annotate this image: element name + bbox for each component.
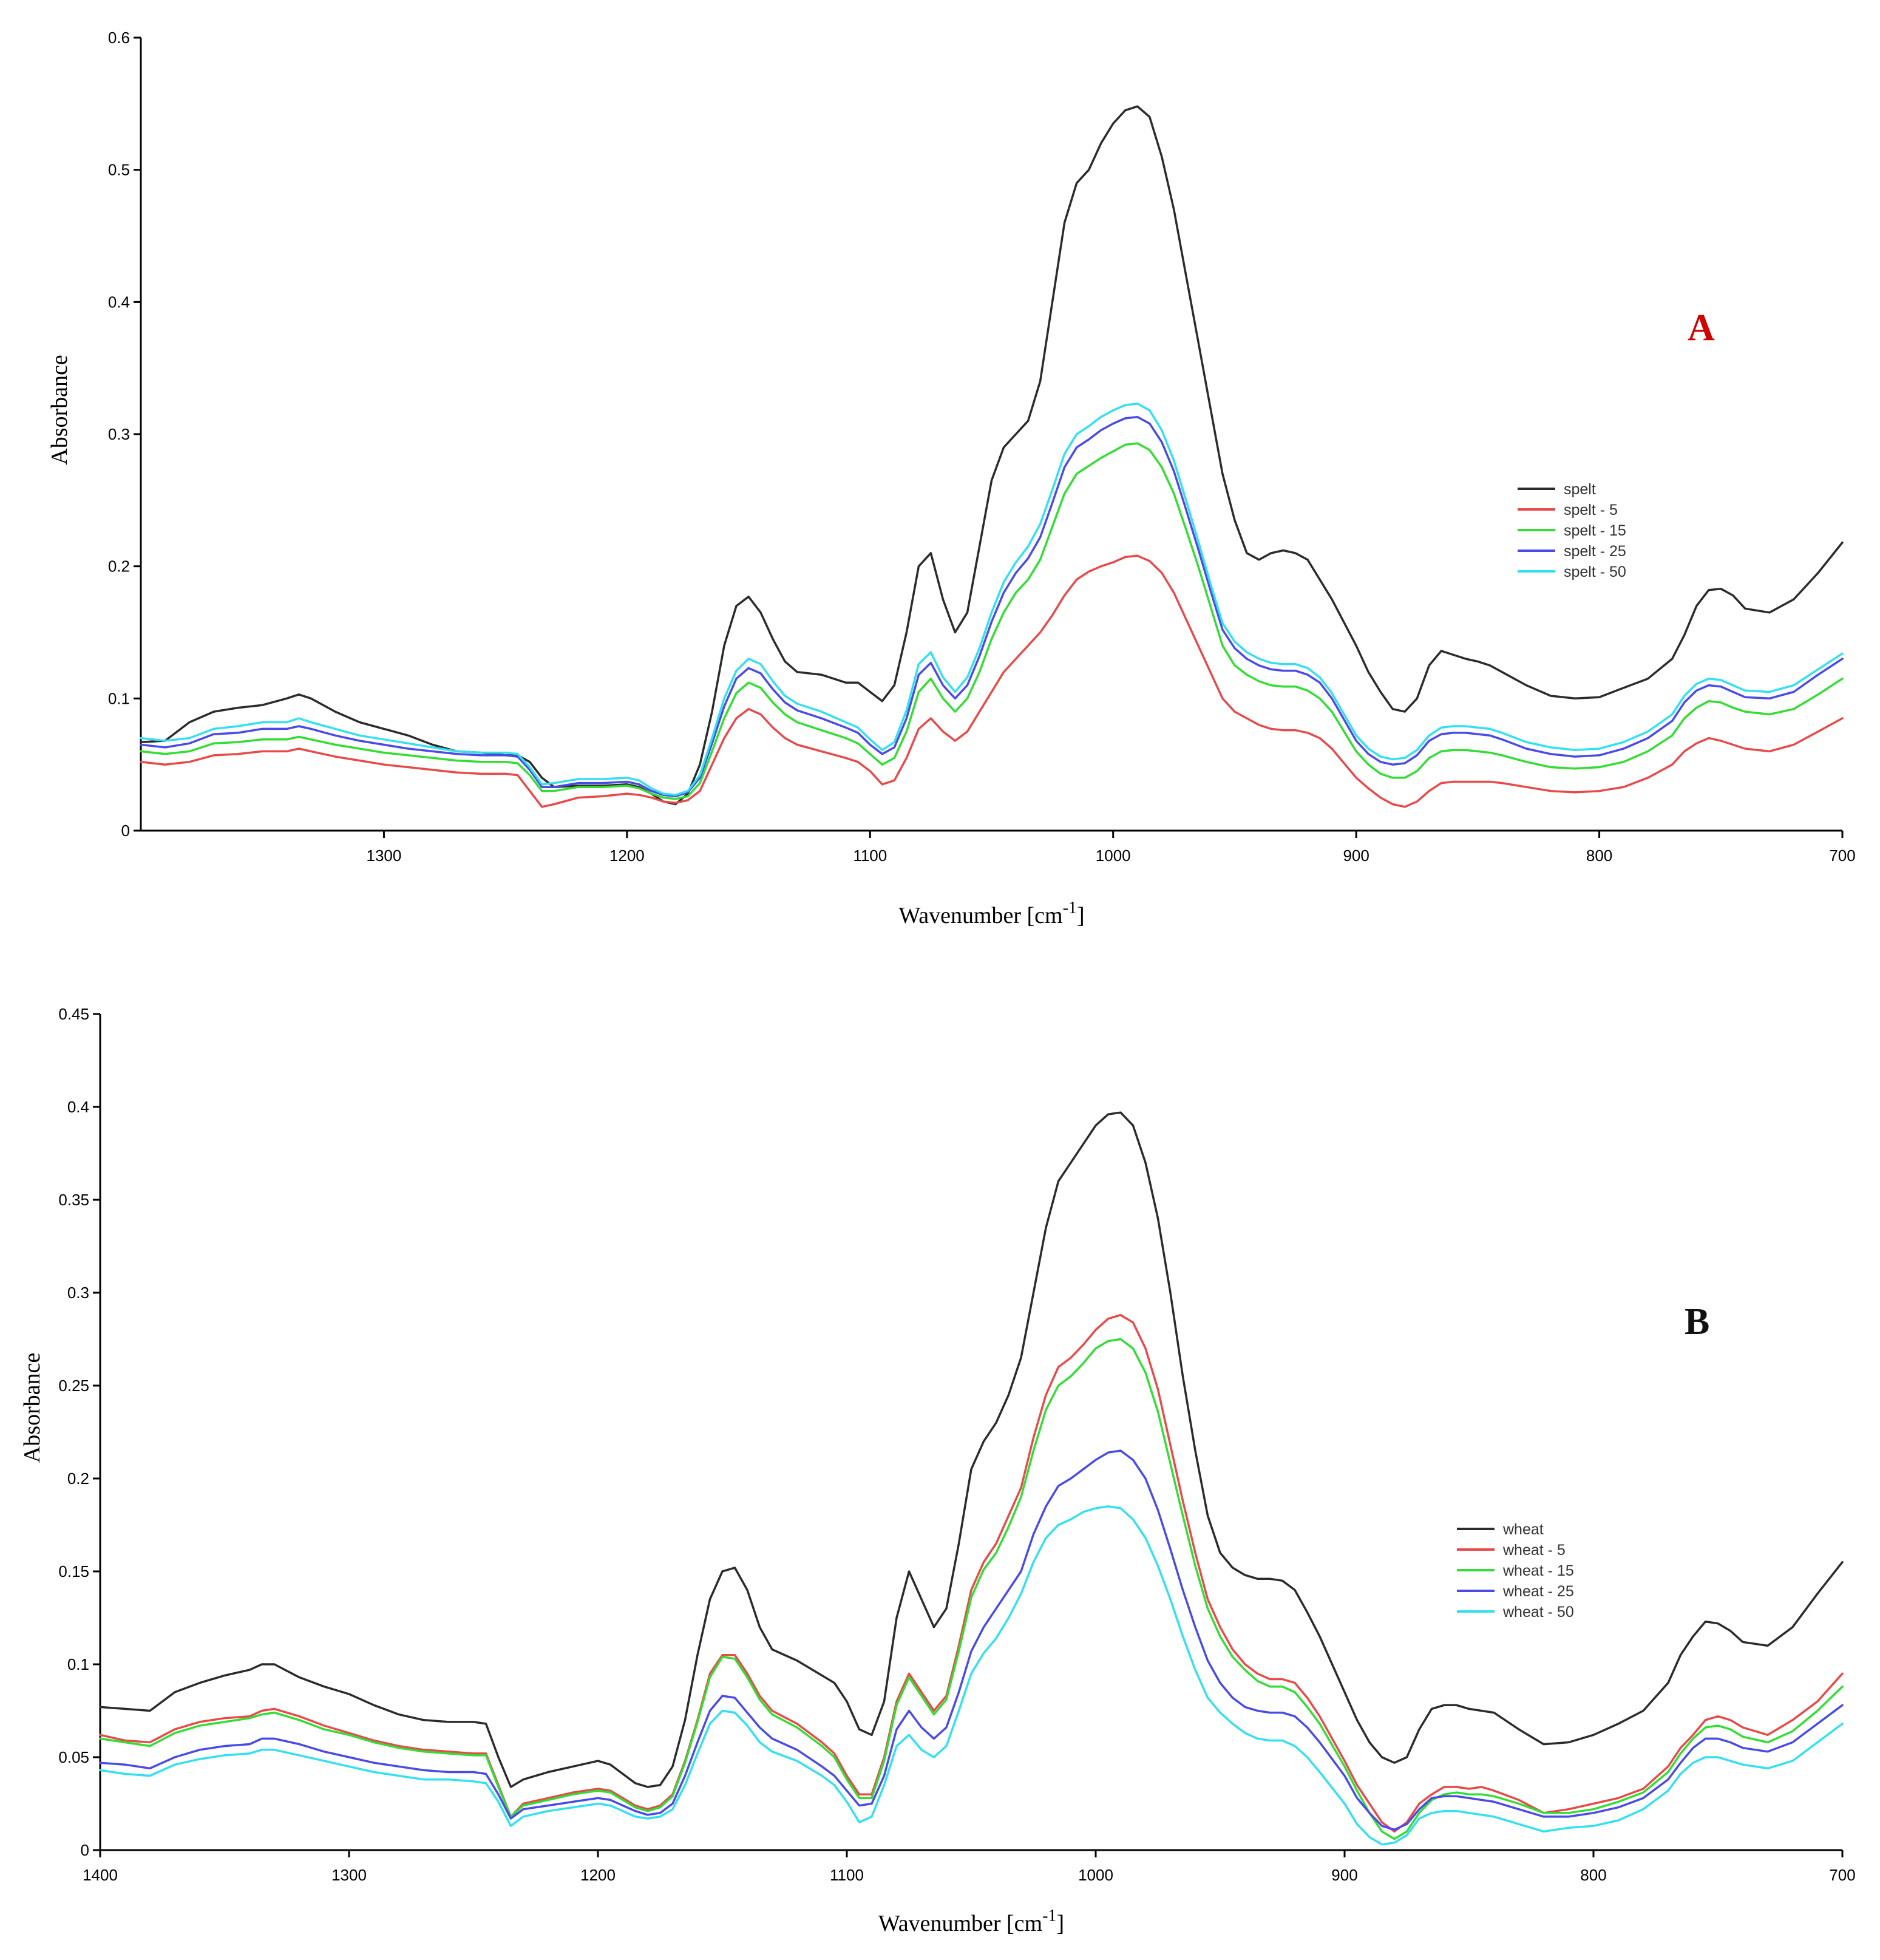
x-axis-title: Wavenumber [cm-1] — [878, 1907, 1064, 1936]
x-tick-label: 700 — [1829, 846, 1855, 865]
y-tick-label: 0 — [81, 1841, 89, 1859]
series-line — [99, 1111, 1844, 1788]
y-tick-label: 0.25 — [58, 1376, 89, 1395]
x-tick-label: 1000 — [1078, 1866, 1113, 1884]
panel-label: A — [1688, 307, 1715, 349]
legend: spelt spelt - 5 spelt - 15 spelt - 25 spelt … — [1518, 481, 1626, 580]
legend-label: spelt — [1564, 481, 1596, 498]
series-line — [99, 1338, 1844, 1840]
legend-label: wheat - 25 — [1502, 1583, 1574, 1600]
x-axis-title: Wavenumber [cm-1] — [898, 899, 1084, 928]
series-line — [140, 554, 1844, 808]
y-tick-label: 0.15 — [58, 1562, 89, 1581]
series-line — [140, 403, 1844, 796]
y-tick-label: 0.5 — [108, 161, 130, 179]
legend: wheat wheat - 5 wheat - 15 wheat - 25 wheat … — [1457, 1521, 1574, 1621]
y-tick-label: 0.1 — [67, 1655, 89, 1673]
legend-label: spelt - 5 — [1564, 502, 1618, 519]
x-tick-label: 900 — [1343, 846, 1369, 865]
legend-label: wheat - 50 — [1502, 1604, 1574, 1621]
y-axis-title: Absorbance — [47, 355, 72, 464]
y-tick-label: 0.4 — [108, 293, 130, 311]
x-tick-label: 1400 — [83, 1866, 118, 1884]
x-tick-label: 1100 — [830, 1866, 864, 1884]
x-tick-label: 1000 — [1096, 846, 1131, 865]
y-tick-label: 0.1 — [108, 689, 130, 707]
x-tick-label: 1200 — [609, 846, 645, 865]
y-axis-title: Absorbance — [19, 1353, 45, 1463]
y-tick-label: 0 — [121, 822, 130, 840]
x-tick-label: 800 — [1586, 846, 1612, 865]
series-line — [140, 105, 1844, 806]
y-tick-label: 0.3 — [108, 425, 130, 443]
series-line — [140, 415, 1844, 798]
series-line — [140, 442, 1844, 800]
y-tick-label: 0.2 — [67, 1469, 89, 1488]
chart-panel-a: 0 0.1 0.2 0.3 0.4 0.5 0.6 1300 1200 1100 1000 900 80… — [47, 29, 1856, 928]
panel-label: B — [1685, 1301, 1709, 1342]
legend-label: wheat - 15 — [1502, 1562, 1574, 1579]
x-tick-label: 900 — [1331, 1866, 1357, 1884]
y-tick-label: 0.6 — [108, 29, 130, 47]
series-line — [99, 1505, 1844, 1846]
x-tick-label: 700 — [1829, 1866, 1855, 1884]
series-line — [99, 1449, 1844, 1831]
x-tick-label: 1200 — [580, 1866, 616, 1884]
x-tick-label: 1100 — [853, 846, 887, 865]
y-tick-label: 0.3 — [67, 1284, 89, 1302]
x-tick-label: 1300 — [331, 1866, 367, 1884]
legend-label: wheat — [1502, 1521, 1544, 1538]
y-tick-label: 0.35 — [58, 1191, 89, 1209]
legend-label: spelt - 25 — [1564, 543, 1626, 560]
y-tick-label: 0.4 — [67, 1098, 89, 1116]
legend-label: wheat - 5 — [1502, 1542, 1566, 1559]
y-tick-label: 0.2 — [108, 557, 130, 576]
chart-panel-b: 0 0.05 0.1 0.15 0.2 0.25 0.3 0.35 0.4 0.45 1400 130… — [19, 1005, 1856, 1936]
legend-label: spelt - 50 — [1564, 563, 1626, 580]
legend-label: spelt - 15 — [1564, 522, 1626, 539]
y-tick-label: 0.45 — [58, 1005, 89, 1023]
x-tick-label: 1300 — [367, 846, 402, 865]
x-tick-label: 800 — [1580, 1866, 1606, 1884]
y-tick-label: 0.05 — [58, 1748, 89, 1766]
